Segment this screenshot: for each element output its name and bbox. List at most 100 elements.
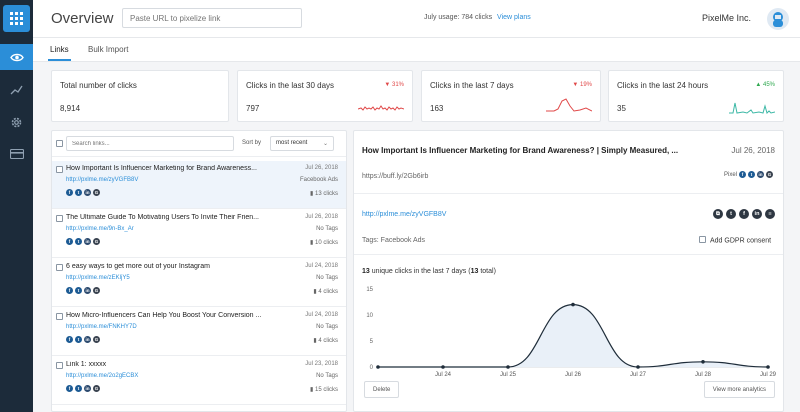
row-clicks: ▮ 15 clicks xyxy=(310,386,338,393)
x-tick-label: Jul 29 xyxy=(760,372,777,377)
row-social-icons: f t in G xyxy=(66,385,100,392)
credit-card-icon[interactable] xyxy=(0,141,33,167)
eye-icon[interactable] xyxy=(0,44,33,70)
facebook-icon: f xyxy=(66,189,73,196)
row-url[interactable]: http://pxlme.me/2o2gECBX xyxy=(66,373,139,379)
row-checkbox[interactable] xyxy=(56,313,63,320)
list-header: Sort by most recent ⌄ xyxy=(52,131,346,157)
gdpr-label: Add GDPR consent xyxy=(710,237,772,245)
avatar[interactable] xyxy=(767,8,789,30)
detail-pixelized-url[interactable]: http://pxlme.me/zyVGFB8V xyxy=(362,211,447,218)
sort-label: Sort by xyxy=(242,140,262,146)
row-checkbox[interactable] xyxy=(56,166,63,173)
twitter-icon: t xyxy=(75,189,82,196)
divider xyxy=(354,193,783,194)
gear-icon[interactable] xyxy=(0,109,33,135)
stat-card-total: Total number of clicks 8,914 xyxy=(51,70,229,122)
data-point xyxy=(506,365,510,369)
detail-title: How Important Is Influencer Marketing fo… xyxy=(362,146,679,155)
stat-label: Clicks in the last 7 days xyxy=(430,81,514,90)
view-more-analytics-button[interactable]: View more analytics xyxy=(703,381,775,398)
clicks-chart: 0 5 10 15 Jul 24 Jul 25 Jul 26 Jul 27 Jul 28 Jul … xyxy=(366,287,777,377)
x-tick-label: Jul 24 xyxy=(435,372,452,377)
total-clicks-text: total xyxy=(480,268,494,275)
row-clicks-value: 13 clicks xyxy=(314,191,338,197)
twitter-share-icon[interactable]: t xyxy=(726,209,736,219)
search-links-input[interactable] xyxy=(66,136,234,151)
gdpr-consent[interactable]: Add GDPR consent xyxy=(699,236,772,245)
row-title[interactable]: The Ultimate Guide To Motivating Users T… xyxy=(66,214,259,221)
twitter-icon: t xyxy=(75,238,82,245)
link-detail-panel: How Important Is Influencer Marketing fo… xyxy=(353,130,784,412)
row-title[interactable]: 6 easy ways to get more out of your Inst… xyxy=(66,263,210,270)
select-all-checkbox[interactable] xyxy=(56,140,63,147)
row-title[interactable]: How Important Is Influencer Marketing fo… xyxy=(66,165,257,172)
delete-button[interactable]: Delete xyxy=(364,381,400,398)
row-url[interactable]: http://pxlme.me/9n-Bx_Ar xyxy=(66,226,134,232)
linkedin-icon: in xyxy=(84,238,91,245)
link-row[interactable]: 6 easy ways to get more out of your Inst… xyxy=(52,259,346,307)
facebook-share-icon[interactable]: f xyxy=(739,209,749,219)
row-title[interactable]: How Micro-Influencers Can Help You Boost… xyxy=(66,312,262,319)
tab-bulk-import[interactable]: Bulk Import xyxy=(88,45,129,54)
row-date: Jul 23, 2018 xyxy=(305,361,338,367)
unique-clicks-text: unique clicks in the last 7 days xyxy=(371,268,467,275)
x-tick-label: Jul 26 xyxy=(565,372,582,377)
row-url[interactable]: http://pxlme.me/zEKljY5 xyxy=(66,275,130,281)
data-point xyxy=(766,365,770,369)
grid-icon[interactable] xyxy=(3,5,30,32)
stat-delta: ▲ 45% xyxy=(755,82,775,88)
row-checkbox[interactable] xyxy=(56,215,63,222)
row-url[interactable]: http://pxlme.me/FNKHY7D xyxy=(66,324,137,330)
tab-links[interactable]: Links xyxy=(48,45,71,61)
bar-chart-icon: ▮ xyxy=(310,387,315,393)
row-url[interactable]: http://pxlme.me/zyVGFB8V xyxy=(66,177,139,183)
page-title: Overview xyxy=(51,10,114,27)
linkedin-icon: in xyxy=(84,189,91,196)
org-name[interactable]: PixelMe Inc. xyxy=(702,13,752,23)
linkedin-icon: in xyxy=(84,336,91,343)
data-point xyxy=(441,365,445,369)
sort-value: most recent xyxy=(276,140,308,146)
copy-icon[interactable]: ⧉ xyxy=(713,209,723,219)
view-plans-link[interactable]: View plans xyxy=(497,14,531,21)
link-row[interactable]: How Important Is Influencer Marketing fo… xyxy=(52,161,346,209)
row-checkbox[interactable] xyxy=(56,264,63,271)
row-checkbox[interactable] xyxy=(56,362,63,369)
link-row[interactable]: Link 1: xxxxx Jul 23, 2018 http://pxlme.… xyxy=(52,357,346,405)
buffer-share-icon[interactable]: ≡ xyxy=(765,209,775,219)
facebook-icon: f xyxy=(66,336,73,343)
row-clicks: ▮ 4 clicks xyxy=(313,337,338,344)
link-list: Sort by most recent ⌄ How Important Is I… xyxy=(51,130,347,412)
analytics-icon[interactable] xyxy=(0,77,33,103)
row-clicks-value: 4 clicks xyxy=(318,338,338,344)
bar-chart-icon: ▮ xyxy=(310,240,315,246)
row-tag: No Tags xyxy=(316,226,338,232)
row-title[interactable]: Link 1: xxxxx xyxy=(66,361,107,368)
row-social-icons: f t in G xyxy=(66,336,100,343)
clicks-summary: 13 unique clicks in the last 7 days (13 … xyxy=(362,268,496,275)
gdpr-checkbox[interactable] xyxy=(699,236,706,243)
link-row[interactable]: How Micro-Influencers Can Help You Boost… xyxy=(52,308,346,356)
facebook-icon: f xyxy=(66,238,73,245)
linkedin-share-icon[interactable]: in xyxy=(752,209,762,219)
twitter-icon: t xyxy=(75,385,82,392)
x-tick-label: Jul 27 xyxy=(630,372,647,377)
stat-card-7-days: Clicks in the last 7 days ▼ 19% 163 xyxy=(421,70,601,122)
google-icon: G xyxy=(766,171,773,178)
paste-url-input[interactable] xyxy=(122,8,302,28)
y-tick-label: 15 xyxy=(366,287,373,293)
linkedin-icon: in xyxy=(84,287,91,294)
google-icon: G xyxy=(93,189,100,196)
stat-card-30-days: Clicks in the last 30 days ▼ 31% 797 xyxy=(237,70,413,122)
x-tick-label: Jul 28 xyxy=(695,372,712,377)
row-date: Jul 26, 2018 xyxy=(305,165,338,171)
data-point xyxy=(701,360,705,364)
link-row[interactable]: The Ultimate Guide To Motivating Users T… xyxy=(52,210,346,258)
detail-short-url[interactable]: https://buff.ly/2Gb6irb xyxy=(362,173,429,180)
tab-bar: Links Bulk Import xyxy=(33,38,800,62)
sort-select[interactable]: most recent ⌄ xyxy=(270,136,334,151)
detail-tags[interactable]: Tags: Facebook Ads xyxy=(362,237,426,244)
google-icon: G xyxy=(93,385,100,392)
row-clicks-value: 4 clicks xyxy=(318,289,338,295)
